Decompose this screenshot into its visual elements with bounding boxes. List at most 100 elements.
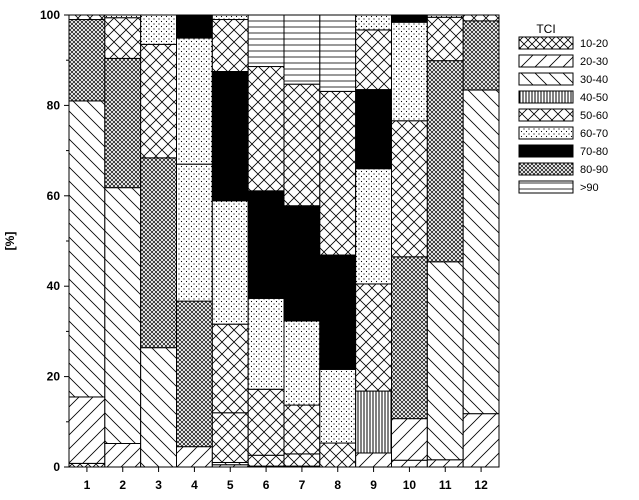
legend-label: >90 <box>580 182 599 194</box>
bar-segment <box>176 37 213 165</box>
bar-segment <box>211 200 249 325</box>
bar-segment <box>319 368 357 444</box>
x-tick-label: 8 <box>334 478 341 492</box>
bar-segment <box>355 89 392 170</box>
x-tick-label: 1 <box>84 478 91 492</box>
legend-swatch <box>518 144 574 158</box>
bar-segment <box>391 459 428 468</box>
bar-segment <box>319 14 357 92</box>
bar-segment <box>319 254 357 370</box>
x-tick-label: 2 <box>119 478 126 492</box>
bar-segment <box>391 21 428 122</box>
y-tick-label: 100 <box>40 8 60 22</box>
bar-segment <box>68 462 106 468</box>
legend-swatch <box>518 180 574 194</box>
legend-label: 20-30 <box>580 56 608 68</box>
legend: TCI 10-20 20-30 30-40 40-50 50-60 60-70 70-80 8… <box>518 22 608 194</box>
bar-segment <box>211 323 249 414</box>
bar-segment <box>319 442 357 468</box>
bar-segment <box>211 14 249 21</box>
bar-segment <box>426 60 464 263</box>
y-tick-label: 80 <box>47 98 61 112</box>
bar-segment <box>140 347 178 468</box>
bar-segment <box>426 16 464 62</box>
legend-label: 10-20 <box>580 38 608 50</box>
legend-swatch <box>518 162 574 176</box>
bar-segment <box>355 452 392 468</box>
bar-segment <box>176 446 213 468</box>
legend-swatch <box>518 108 574 122</box>
bar-segment <box>391 256 428 420</box>
legend-swatch <box>518 90 574 104</box>
bar-segment <box>462 20 500 91</box>
bar-segment <box>355 390 392 454</box>
bar-segment <box>462 14 500 22</box>
bar-segment <box>283 14 321 85</box>
x-tick-label: 6 <box>263 478 270 492</box>
x-tick-label: 5 <box>227 478 234 492</box>
legend-title: TCI <box>536 22 555 36</box>
bar-segment <box>140 157 178 349</box>
bar-segment <box>283 404 321 455</box>
legend-swatch <box>518 36 574 50</box>
bar-segment <box>211 412 249 463</box>
y-tick-label: 20 <box>47 370 61 384</box>
bar-segment <box>176 163 213 302</box>
legend-swatch <box>518 126 574 140</box>
bar-segment <box>104 187 142 444</box>
bar-segment <box>104 17 142 59</box>
x-tick-label: 4 <box>191 478 198 492</box>
bar-segment <box>426 459 464 468</box>
bar-segment <box>68 14 106 21</box>
x-tick-label: 3 <box>155 478 162 492</box>
x-tick-label: 9 <box>370 478 377 492</box>
y-axis-label: [%] <box>3 232 17 251</box>
legend-label: 50-60 <box>580 110 608 122</box>
bar-segment <box>68 100 106 398</box>
bar-segment <box>391 14 428 23</box>
x-tick-label: 11 <box>439 478 452 492</box>
legend-label: 40-50 <box>580 92 608 104</box>
bar-segment <box>247 14 285 68</box>
bar-segment <box>176 14 213 39</box>
bar-segment <box>247 297 285 390</box>
bar-segment <box>319 90 357 256</box>
legend-label: 80-90 <box>580 164 608 176</box>
bar-segment <box>283 453 321 467</box>
x-tick-label: 10 <box>403 478 417 492</box>
y-tick-label: 0 <box>53 460 60 474</box>
bar-segment <box>391 418 428 461</box>
bar-segment <box>211 19 249 72</box>
bar-segment <box>104 57 142 189</box>
bars-layer <box>68 14 500 468</box>
x-tick-label: 7 <box>299 478 306 492</box>
bar-segment <box>426 261 464 461</box>
legend-label: 30-40 <box>580 74 608 86</box>
bar-segment <box>211 71 249 202</box>
legend-swatch <box>518 54 574 68</box>
bar-segment <box>462 413 500 468</box>
plot-frame <box>68 14 500 468</box>
bar-segment <box>140 43 178 159</box>
x-axis: 1 2 3 4 5 6 7 8 9 10 11 12 <box>84 467 488 492</box>
bar-segment <box>355 29 392 91</box>
bar-segment <box>355 14 392 31</box>
bar-segment <box>283 320 321 406</box>
bar-segment <box>247 190 285 299</box>
bar-segment <box>176 300 213 448</box>
bar-segment <box>68 396 106 464</box>
bar-segment <box>247 454 285 467</box>
legend-swatch <box>518 72 574 86</box>
bar-segment <box>68 19 106 102</box>
bar-segment <box>462 89 500 415</box>
bar-segment <box>247 388 285 456</box>
x-tick-label: 12 <box>474 478 488 492</box>
bar-segment <box>104 442 142 468</box>
legend-label: 70-80 <box>580 146 608 158</box>
bar-segment <box>283 83 321 207</box>
y-axis: 0 20 40 60 80 100 <box>40 8 69 474</box>
y-tick-label: 60 <box>47 189 61 203</box>
bar-segment <box>247 66 285 192</box>
bar-segment <box>391 120 428 258</box>
